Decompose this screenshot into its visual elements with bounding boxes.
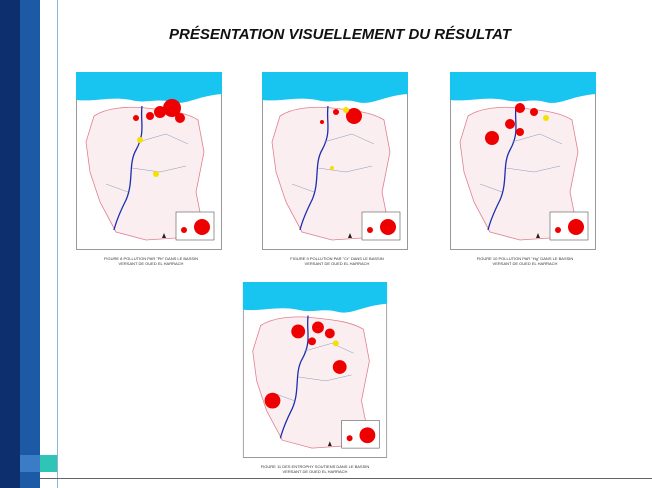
figure: FIGURE 10 POLLUTION PAR "Hg" DANS LE BAS… bbox=[450, 72, 600, 266]
map-image bbox=[450, 72, 596, 250]
map-image bbox=[262, 72, 408, 250]
caption-line: FIGURE 10 POLLUTION PAR "Hg" DANS LE BAS… bbox=[476, 256, 574, 261]
caption-line: VERSANT DE OUED EL HARRACH bbox=[282, 469, 348, 474]
divider bbox=[57, 0, 58, 488]
caption: FIGURE 11 DES ENTROPHY SOUTIENS DANS LE … bbox=[240, 464, 390, 474]
caption: FIGURE 9 POLLUTION PAR "Cr" DANS LE BASS… bbox=[262, 256, 412, 266]
caption-line: FIGURE 8 POLLUTION PAR "Pb" DANS LE BASS… bbox=[103, 256, 199, 261]
accent-square bbox=[20, 455, 40, 472]
caption-line: VERSANT DE OUED EL HARRACH bbox=[118, 261, 184, 266]
caption-line: FIGURE 9 POLLUTION PAR "Cr" DANS LE BASS… bbox=[290, 256, 384, 261]
divider bbox=[40, 478, 652, 479]
map-image bbox=[76, 72, 222, 250]
map-image bbox=[240, 282, 390, 458]
caption: FIGURE 10 POLLUTION PAR "Hg" DANS LE BAS… bbox=[450, 256, 600, 266]
accent-square bbox=[40, 455, 57, 472]
figure: FIGURE 8 POLLUTION PAR "Pb" DANS LE BASS… bbox=[76, 72, 226, 266]
caption: FIGURE 8 POLLUTION PAR "Pb" DANS LE BASS… bbox=[76, 256, 226, 266]
side-band bbox=[20, 0, 40, 488]
caption-line: FIGURE 11 DES ENTROPHY SOUTIENS DANS LE … bbox=[260, 464, 370, 469]
caption-line: VERSANT DE OUED EL HARRACH bbox=[304, 261, 370, 266]
figure: FIGURE 11 DES ENTROPHY SOUTIENS DANS LE … bbox=[240, 282, 390, 474]
side-band bbox=[0, 0, 20, 488]
figure: FIGURE 9 POLLUTION PAR "Cr" DANS LE BASS… bbox=[262, 72, 412, 266]
caption-line: VERSANT DE OUED EL HARRACH bbox=[492, 261, 558, 266]
slide-title: PRÉSENTATION VISUELLEMENT DU RÉSULTAT bbox=[169, 26, 511, 43]
